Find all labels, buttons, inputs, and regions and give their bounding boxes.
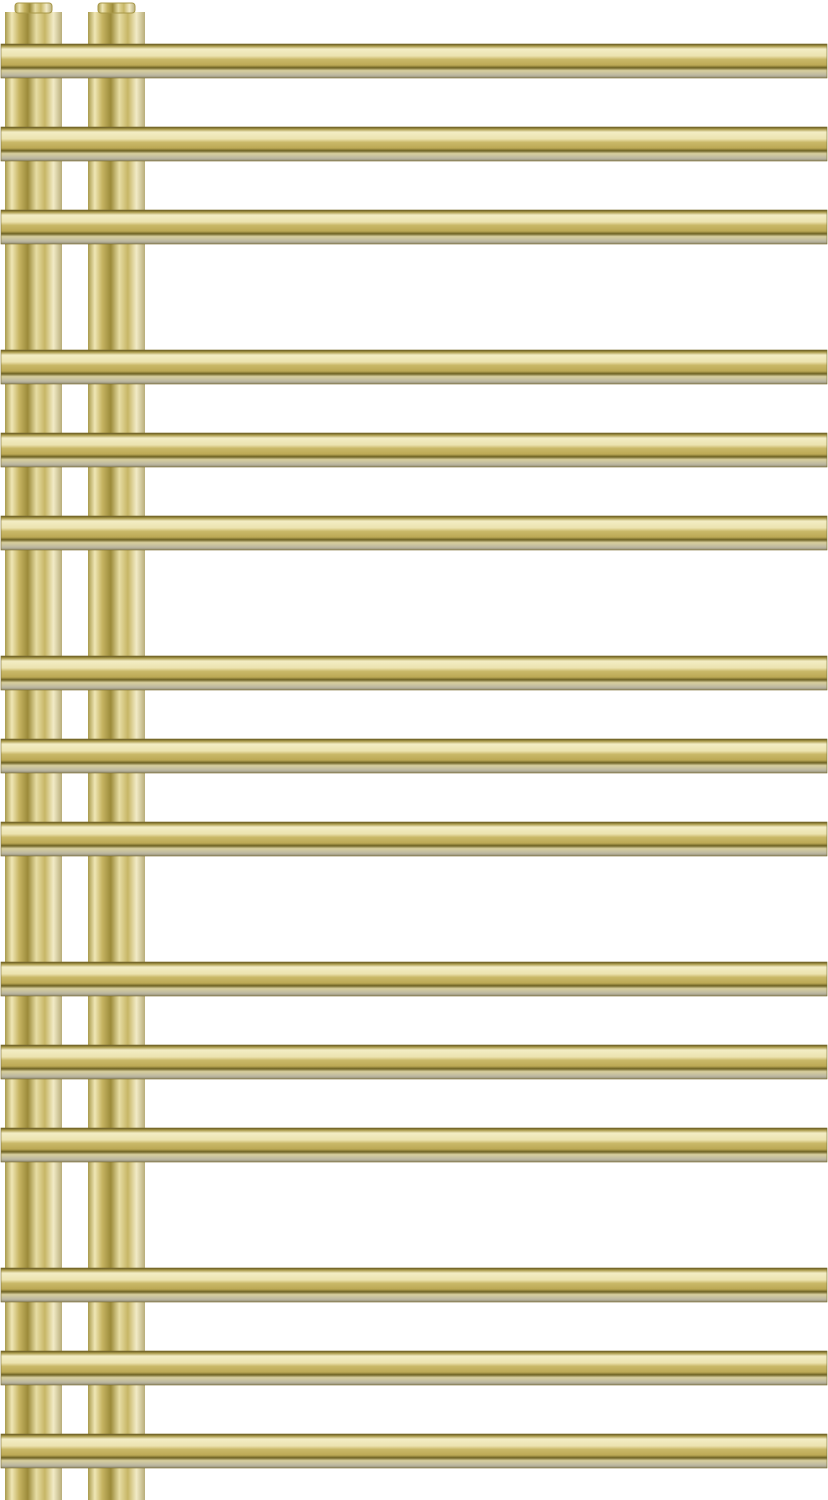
towel-rail-12 bbox=[0, 1127, 828, 1163]
towel-rail-6 bbox=[0, 515, 828, 551]
towel-rail-11 bbox=[0, 1044, 828, 1080]
towel-rail-10 bbox=[0, 961, 828, 997]
towel-rail-9 bbox=[0, 821, 828, 857]
towel-rail-2 bbox=[0, 126, 828, 162]
towel-rail-1 bbox=[0, 43, 828, 79]
towel-rail-3 bbox=[0, 209, 828, 245]
towel-rail-8 bbox=[0, 738, 828, 774]
valve-cap-icon bbox=[14, 2, 53, 14]
towel-rail-15 bbox=[0, 1433, 828, 1469]
towel-rail-7 bbox=[0, 655, 828, 691]
towel-rail-13 bbox=[0, 1267, 828, 1303]
towel-rail-14 bbox=[0, 1350, 828, 1386]
towel-rail-4 bbox=[0, 349, 828, 385]
towel-rail-5 bbox=[0, 432, 828, 468]
valve-cap-icon bbox=[97, 2, 136, 14]
